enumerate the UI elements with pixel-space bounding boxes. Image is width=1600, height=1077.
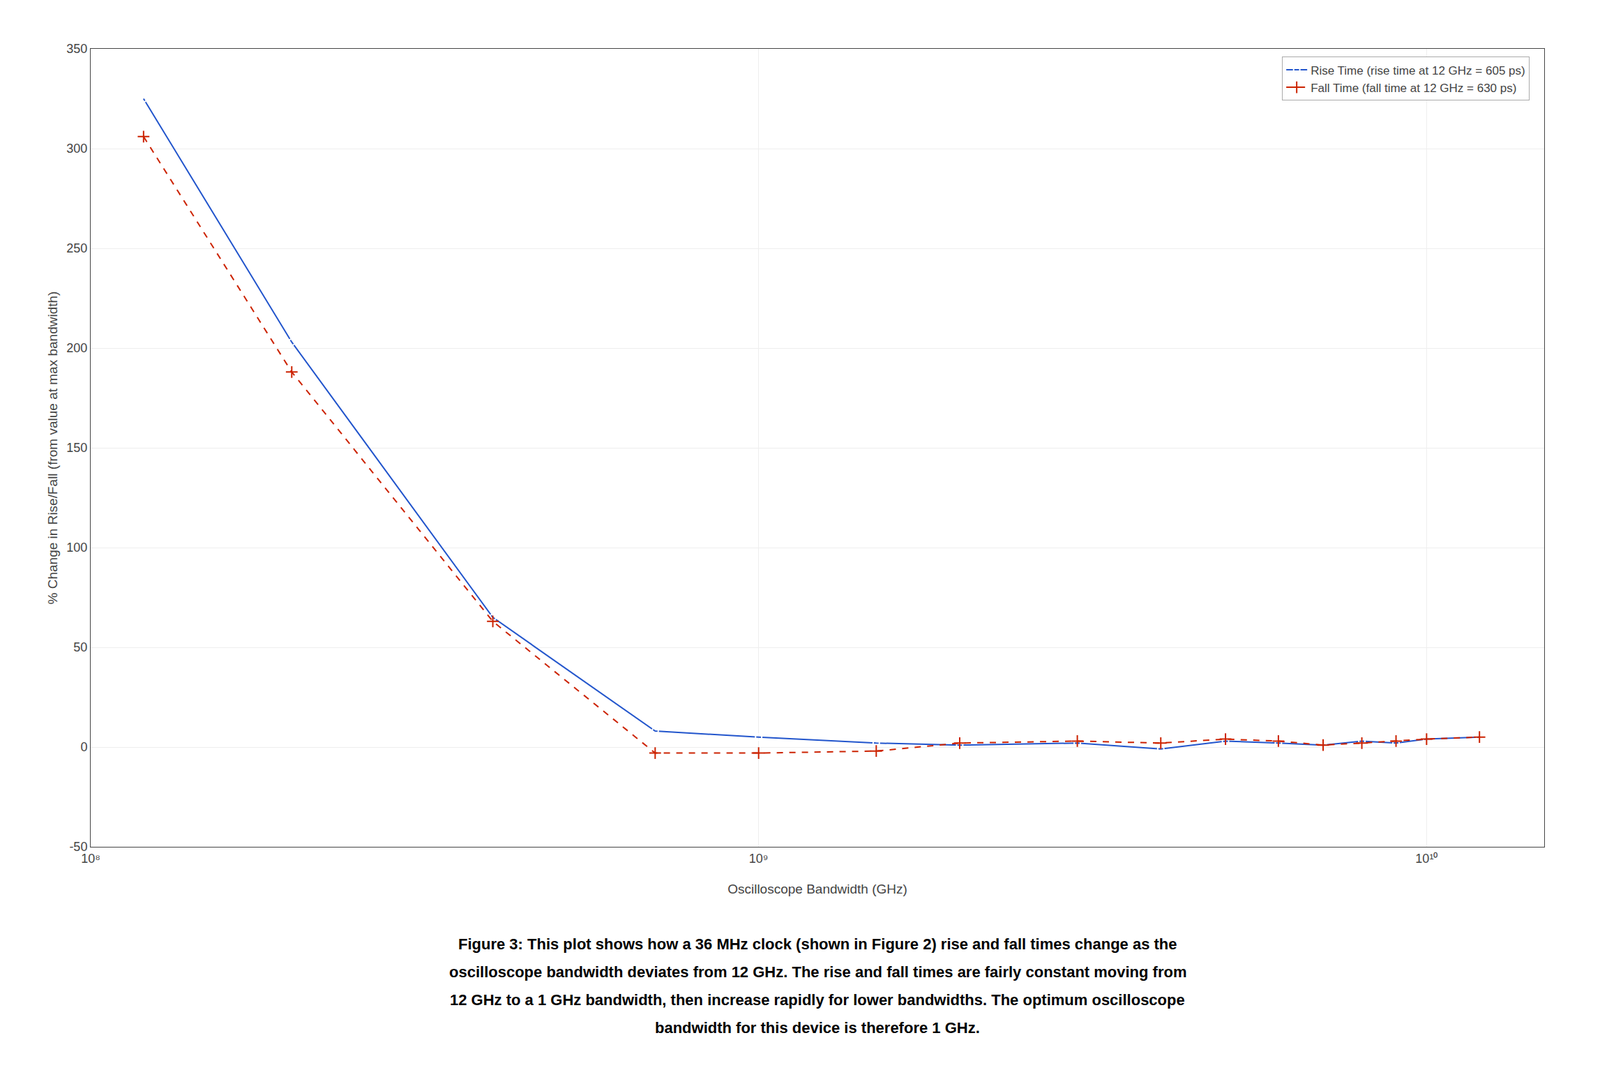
svg-text:10¹⁰: 10¹⁰ — [1415, 851, 1438, 866]
svg-text:Rise Time (rise time at 12 GHz: Rise Time (rise time at 12 GHz = 605 ps) — [1310, 64, 1526, 78]
svg-text:% Change in Rise/Fall (from va: % Change in Rise/Fall (from value at max… — [45, 291, 60, 605]
svg-text:Oscilloscope Bandwidth (GHz): Oscilloscope Bandwidth (GHz) — [727, 881, 908, 897]
svg-text:oscilloscope bandwidth deviate: oscilloscope bandwidth deviates from 12 … — [449, 963, 1187, 981]
svg-text:Fall Time (fall time at 12 GHz: Fall Time (fall time at 12 GHz = 630 ps) — [1310, 81, 1517, 95]
svg-text:300: 300 — [66, 141, 88, 156]
svg-text:100: 100 — [66, 540, 88, 555]
svg-text:0: 0 — [80, 740, 88, 754]
svg-text:350: 350 — [66, 41, 88, 56]
svg-text:50: 50 — [73, 640, 88, 655]
svg-text:150: 150 — [66, 440, 88, 455]
svg-text:-50: -50 — [69, 839, 88, 854]
svg-text:12 GHz to a 1 GHz bandwidth, t: 12 GHz to a 1 GHz bandwidth, then increa… — [449, 991, 1186, 1009]
svg-text:250: 250 — [66, 241, 88, 256]
svg-text:10⁸: 10⁸ — [80, 851, 101, 866]
svg-text:10⁹: 10⁹ — [749, 851, 769, 866]
svg-text:200: 200 — [66, 341, 88, 356]
svg-text:bandwidth for this device is t: bandwidth for this device is therefore 1… — [654, 1019, 980, 1037]
svg-text:Figure 3: This plot shows how: Figure 3: This plot shows how a 36 MHz c… — [458, 935, 1178, 953]
